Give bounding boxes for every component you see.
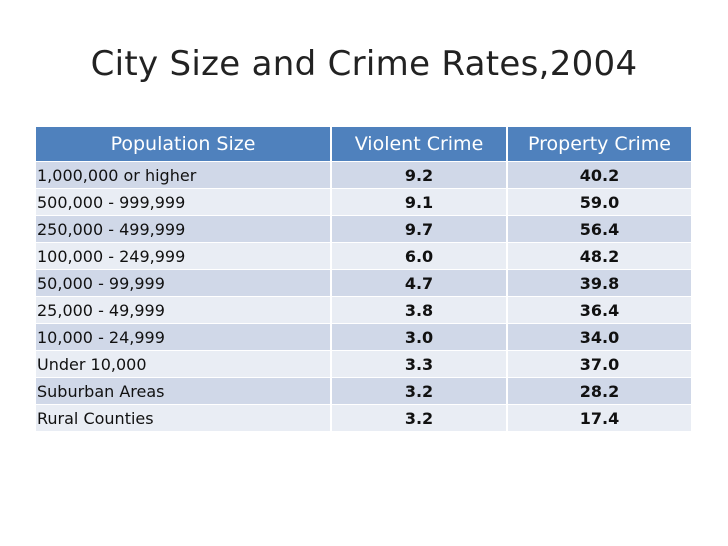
property-crime-cell: 36.4 [507, 296, 691, 324]
table-row: Suburban Areas 3.2 28.2 [36, 377, 691, 405]
population-size-cell: 100,000 - 249,999 [36, 242, 332, 270]
violent-crime-cell: 3.3 [331, 350, 508, 378]
header-violent-crime: Violent Crime [331, 127, 508, 162]
violent-crime-cell: 6.0 [331, 242, 508, 270]
property-crime-cell: 59.0 [507, 188, 691, 216]
table-row: Under 10,000 3.3 37.0 [36, 350, 691, 378]
table-row: 1,000,000 or higher 9.2 40.2 [36, 161, 691, 189]
violent-crime-cell: 4.7 [331, 269, 508, 297]
crime-rates-table: Population Size Violent Crime Property C… [36, 127, 691, 431]
population-size-cell: 1,000,000 or higher [36, 161, 332, 189]
table-row: 100,000 - 249,999 6.0 48.2 [36, 242, 691, 270]
population-size-cell: 500,000 - 999,999 [36, 188, 332, 216]
property-crime-cell: 17.4 [507, 404, 691, 431]
property-crime-cell: 48.2 [507, 242, 691, 270]
violent-crime-cell: 9.2 [331, 161, 508, 189]
property-crime-cell: 39.8 [507, 269, 691, 297]
violent-crime-cell: 3.8 [331, 296, 508, 324]
violent-crime-cell: 9.1 [331, 188, 508, 216]
table-row: 500,000 - 999,999 9.1 59.0 [36, 188, 691, 216]
slide-title: City Size and Crime Rates,2004 [90, 44, 638, 84]
property-crime-cell: 56.4 [507, 215, 691, 243]
table-row: Rural Counties 3.2 17.4 [36, 404, 691, 431]
header-property-crime: Property Crime [507, 127, 691, 162]
table-row: 250,000 - 499,999 9.7 56.4 [36, 215, 691, 243]
property-crime-cell: 28.2 [507, 377, 691, 405]
property-crime-cell: 40.2 [507, 161, 691, 189]
property-crime-cell: 34.0 [507, 323, 691, 351]
violent-crime-cell: 3.2 [331, 377, 508, 405]
header-population-size: Population Size [36, 127, 332, 162]
violent-crime-cell: 9.7 [331, 215, 508, 243]
population-size-cell: 50,000 - 99,999 [36, 269, 332, 297]
population-size-cell: Suburban Areas [36, 377, 332, 405]
population-size-cell: 25,000 - 49,999 [36, 296, 332, 324]
population-size-cell: 10,000 - 24,999 [36, 323, 332, 351]
violent-crime-cell: 3.0 [331, 323, 508, 351]
table-row: 10,000 - 24,999 3.0 34.0 [36, 323, 691, 351]
table-row: 50,000 - 99,999 4.7 39.8 [36, 269, 691, 297]
property-crime-cell: 37.0 [507, 350, 691, 378]
table-row: 25,000 - 49,999 3.8 36.4 [36, 296, 691, 324]
population-size-cell: 250,000 - 499,999 [36, 215, 332, 243]
population-size-cell: Under 10,000 [36, 350, 332, 378]
table-header-row: Population Size Violent Crime Property C… [36, 127, 691, 162]
population-size-cell: Rural Counties [36, 404, 332, 431]
violent-crime-cell: 3.2 [331, 404, 508, 431]
